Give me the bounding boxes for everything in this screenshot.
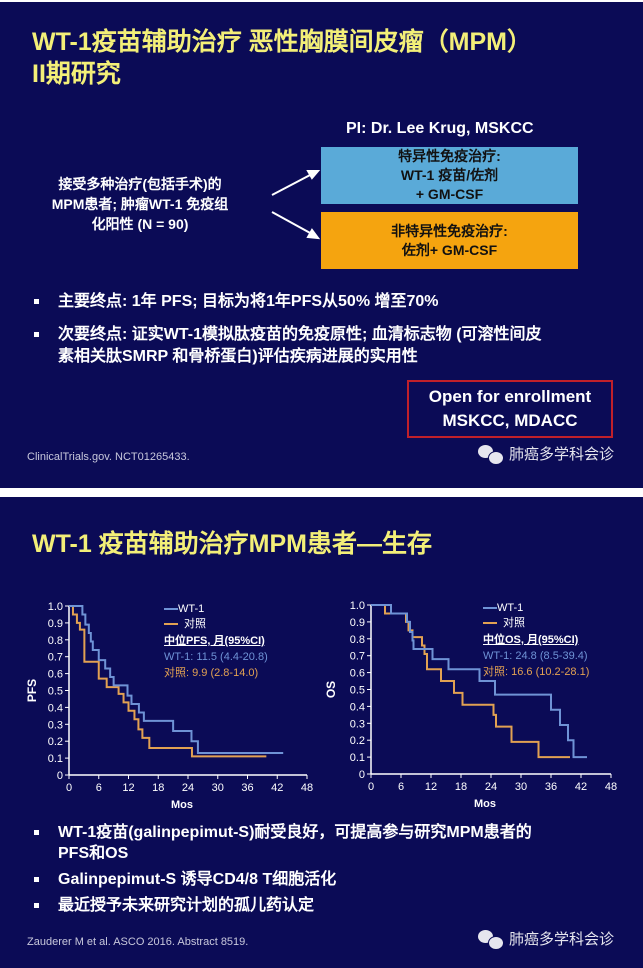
slide-title-line2: II期研究 (32, 60, 121, 88)
arrow-down-icon (271, 211, 313, 235)
pfs-median-control: 对照: 9.9 (2.8-14.0) (164, 667, 259, 679)
arm-label: 佐剂+ GM-CSF (401, 241, 498, 258)
arm-label: + GM-CSF (415, 186, 484, 202)
arm-nonspecific-immunotherapy: 非特异性免疫治疗: 佐剂+ GM-CSF (321, 212, 578, 269)
footnote: Zauderer M et al. ASCO 2016. Abstract 85… (27, 936, 249, 948)
pfs-legend-wt1: WT-1 (164, 601, 204, 617)
wechat-icon (478, 444, 504, 465)
legend-label: 对照 (503, 617, 525, 629)
legend-label: 对照 (184, 618, 206, 630)
wechat-icon (478, 929, 504, 950)
bullet-icon (34, 830, 39, 835)
arm-label: WT-1 疫苗/佐剂 (400, 167, 499, 183)
legend-label: WT-1 (497, 602, 524, 614)
bullet-text: PFS和OS (58, 845, 129, 862)
slide-title-line1: WT-1疫苗辅助治疗 恶性胸膜间皮瘤（MPM） (32, 28, 532, 56)
os-legend-wt1: WT-1 (483, 600, 523, 616)
bullet-text: WT-1疫苗(galinpepimut-S)耐受良好，可提高参与研究MPM患者的 (58, 824, 532, 841)
pfs-median-wt1: WT-1: 11.5 (4.4-20.8) (164, 651, 268, 663)
bullet-text: 主要终点: 1年 PFS; 目标为将1年PFS从50% 增至70% (58, 293, 439, 310)
arm-label: 非特异性免疫治疗: (391, 222, 508, 239)
bullet-text: 最近授予未来研究计划的孤儿药认定 (58, 897, 315, 914)
os-median-title: 中位OS, 月(95%CI) (483, 634, 579, 646)
arm-label: 特异性免疫治疗: (398, 148, 501, 164)
bullet-icon (34, 299, 39, 304)
population-line: 接受多种治疗(包括手术)的 (58, 176, 222, 192)
population-line: 化阳性 (N = 90) (91, 216, 189, 232)
arm-specific-immunotherapy: 特异性免疫治疗: WT-1 疫苗/佐剂 + GM-CSF (321, 147, 578, 204)
pfs-median-title: 中位PFS, 月(95%CI) (164, 635, 265, 647)
enrollment-text: Open for enrollment (428, 387, 592, 406)
watermark: 肺癌多学科会诊 (478, 928, 615, 950)
watermark: 肺癌多学科会诊 (478, 443, 615, 465)
bullet-text: Galinpepimut-S 诱导CD4/8 T细胞活化 (58, 871, 337, 888)
slide-survival: WT-1 疫苗辅助治疗MPM患者—生存 WT-1 对照 中位PFS, 月(95%… (0, 497, 643, 968)
bullet-icon (34, 903, 39, 908)
enrollment-callout: Open for enrollment MSKCC, MDACC (407, 380, 613, 438)
principal-investigator: PI: Dr. Lee Krug, MSKCC (346, 120, 534, 137)
bullet-icon (34, 877, 39, 882)
slide-title: WT-1 疫苗辅助治疗MPM患者—生存 (32, 530, 432, 558)
footnote: ClinicalTrials.gov. NCT01265433. (27, 451, 190, 463)
randomization-arrows (271, 170, 321, 240)
os-median-control: 对照: 16.6 (10.2-28.1) (483, 666, 590, 678)
population-line: MPM患者; 肿瘤WT-1 免疫组 (51, 196, 229, 212)
watermark-text: 肺癌多学科会诊 (509, 446, 615, 463)
bullet-text: 素相关肽SMRP 和骨桥蛋白)评估疾病进展的实用性 (58, 348, 418, 365)
arrow-up-icon (271, 173, 313, 196)
os-median-wt1: WT-1: 24.8 (8.5-39.4) (483, 650, 588, 662)
bullet-text: 次要终点: 证实WT-1模拟肽疫苗的免疫原性; 血清标志物 (可溶性间皮 (58, 326, 542, 343)
slide-study-design: WT-1疫苗辅助治疗 恶性胸膜间皮瘤（MPM） II期研究 PI: Dr. Le… (0, 2, 643, 488)
watermark-text: 肺癌多学科会诊 (509, 931, 615, 948)
bullet-icon (34, 332, 39, 337)
os-legend-control: 对照 (483, 615, 525, 631)
enrollment-sites: MSKCC, MDACC (442, 411, 578, 430)
legend-label: WT-1 (178, 603, 205, 615)
patient-population: 接受多种治疗(包括手术)的 MPM患者; 肿瘤WT-1 免疫组 化阳性 (N =… (20, 174, 260, 234)
pfs-legend-control: 对照 (164, 616, 206, 632)
